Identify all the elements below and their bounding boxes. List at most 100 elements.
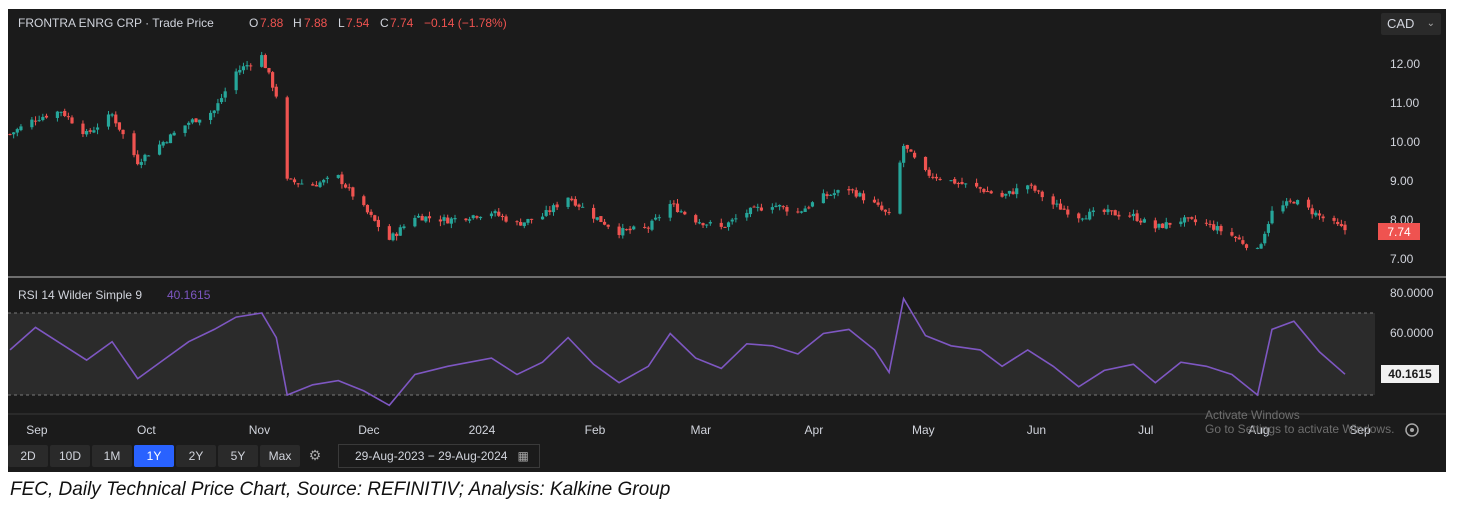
candle-body[interactable]	[985, 191, 990, 193]
candle-body[interactable]	[347, 187, 351, 189]
candle-body[interactable]	[1310, 208, 1314, 215]
candle-body[interactable]	[734, 218, 738, 220]
candle-body[interactable]	[1204, 222, 1208, 224]
candle-body[interactable]	[519, 222, 523, 226]
candle-body[interactable]	[602, 221, 607, 225]
candle-body[interactable]	[8, 134, 12, 136]
candle-body[interactable]	[617, 226, 621, 236]
candle-body[interactable]	[271, 72, 275, 88]
candlestick-series[interactable]	[8, 51, 1347, 251]
candle-body[interactable]	[420, 215, 424, 221]
candle-body[interactable]	[683, 211, 687, 215]
candle-body[interactable]	[883, 209, 888, 212]
candle-body[interactable]	[785, 206, 789, 212]
candle-body[interactable]	[643, 226, 647, 228]
candle-body[interactable]	[752, 206, 756, 208]
candle-body[interactable]	[402, 226, 406, 229]
candle-body[interactable]	[964, 183, 968, 185]
candle-body[interactable]	[555, 204, 559, 208]
candle-body[interactable]	[1321, 216, 1325, 219]
candle-body[interactable]	[1007, 190, 1012, 194]
candle-body[interactable]	[1040, 191, 1044, 198]
candle-body[interactable]	[413, 217, 417, 227]
candle-body[interactable]	[19, 126, 23, 131]
candle-body[interactable]	[989, 191, 993, 194]
candle-body[interactable]	[66, 116, 70, 118]
candle-body[interactable]	[1091, 210, 1095, 213]
candle-body[interactable]	[606, 224, 610, 227]
candle-body[interactable]	[1193, 219, 1198, 223]
candle-body[interactable]	[289, 178, 293, 180]
candle-body[interactable]	[898, 162, 902, 214]
candle-body[interactable]	[982, 189, 986, 193]
candle-body[interactable]	[1000, 192, 1004, 197]
timeframe-1y-button[interactable]: 1Y	[134, 445, 174, 467]
candle-body[interactable]	[544, 210, 548, 216]
candle-body[interactable]	[825, 194, 829, 197]
candle-body[interactable]	[1037, 190, 1041, 192]
candle-body[interactable]	[923, 156, 928, 171]
candle-body[interactable]	[1208, 223, 1212, 225]
candle-body[interactable]	[223, 91, 227, 98]
candle-body[interactable]	[143, 154, 147, 162]
candle-body[interactable]	[245, 65, 249, 67]
candle-body[interactable]	[449, 218, 453, 224]
candle-body[interactable]	[292, 179, 297, 183]
candle-body[interactable]	[95, 127, 100, 130]
candle-body[interactable]	[88, 130, 92, 132]
candle-body[interactable]	[168, 134, 173, 144]
candle-body[interactable]	[416, 215, 421, 218]
candle-body[interactable]	[953, 179, 957, 184]
candle-body[interactable]	[241, 66, 246, 71]
candle-body[interactable]	[781, 206, 785, 208]
candle-body[interactable]	[956, 183, 960, 185]
candle-body[interactable]	[650, 220, 654, 230]
candle-body[interactable]	[238, 69, 242, 73]
candle-body[interactable]	[1051, 196, 1055, 205]
candle-body[interactable]	[1015, 188, 1019, 195]
candle-body[interactable]	[770, 207, 774, 210]
candle-body[interactable]	[198, 119, 202, 123]
candle-body[interactable]	[1237, 237, 1241, 240]
candle-body[interactable]	[1179, 221, 1183, 225]
candle-body[interactable]	[187, 122, 191, 125]
candle-body[interactable]	[117, 122, 122, 130]
candle-body[interactable]	[654, 217, 658, 220]
candle-body[interactable]	[33, 120, 38, 122]
candle-body[interactable]	[1292, 201, 1296, 204]
candle-body[interactable]	[1161, 223, 1165, 228]
date-range-picker[interactable]: 29-Aug-2023 − 29-Aug-2024 ▦	[338, 444, 540, 468]
candle-body[interactable]	[1142, 219, 1146, 223]
candle-body[interactable]	[705, 224, 709, 226]
candle-body[interactable]	[249, 65, 253, 67]
candle-body[interactable]	[464, 218, 468, 221]
candle-body[interactable]	[497, 211, 501, 216]
candle-body[interactable]	[314, 185, 318, 187]
candle-body[interactable]	[832, 193, 836, 196]
candle-body[interactable]	[628, 228, 632, 231]
candle-body[interactable]	[165, 142, 169, 144]
candle-body[interactable]	[548, 210, 552, 212]
candle-body[interactable]	[1285, 201, 1289, 206]
candle-body[interactable]	[1263, 233, 1267, 244]
candle-body[interactable]	[453, 218, 457, 220]
candle-body[interactable]	[216, 103, 220, 111]
candle-body[interactable]	[632, 226, 636, 230]
candle-body[interactable]	[1244, 244, 1249, 248]
candle-body[interactable]	[121, 129, 125, 135]
candle-body[interactable]	[540, 216, 545, 220]
candle-body[interactable]	[1233, 236, 1238, 238]
candle-body[interactable]	[387, 226, 391, 240]
candle-body[interactable]	[529, 218, 534, 220]
candle-body[interactable]	[1190, 217, 1194, 219]
candle-body[interactable]	[311, 184, 315, 186]
candle-body[interactable]	[1332, 217, 1336, 221]
candle-body[interactable]	[730, 219, 734, 222]
candle-body[interactable]	[1088, 211, 1092, 220]
candle-body[interactable]	[219, 98, 224, 103]
candle-body[interactable]	[803, 208, 807, 212]
candle-body[interactable]	[1157, 223, 1161, 228]
candle-body[interactable]	[1317, 213, 1322, 216]
candle-body[interactable]	[70, 117, 74, 124]
candle-body[interactable]	[489, 213, 494, 217]
